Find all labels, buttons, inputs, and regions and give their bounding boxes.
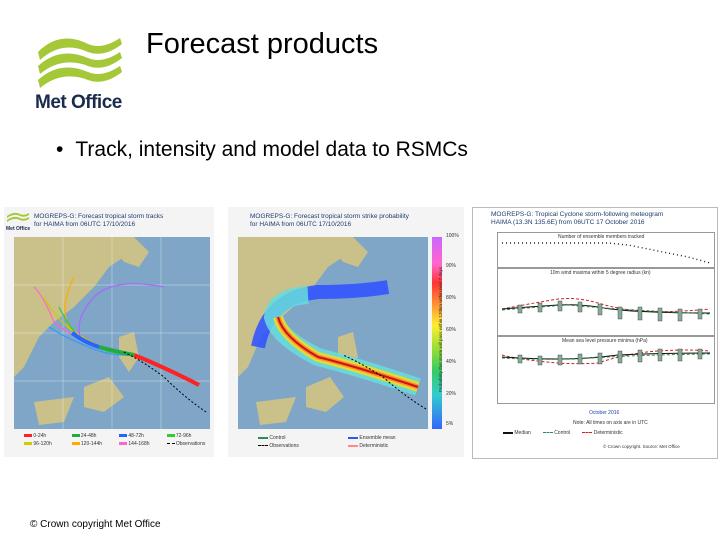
colorbar-label: Probability that storm will pass within … — [438, 266, 444, 393]
pressure-panel: Mean sea level pressure minima (hPa) — [497, 336, 715, 404]
members-dots-svg — [502, 242, 711, 264]
wind-plot-svg — [501, 298, 711, 322]
legend-item: Median — [503, 430, 531, 436]
pressure-plot-svg — [501, 348, 711, 366]
tracks-figure: Met Office MOGREPS-G: Forecast tropical … — [4, 207, 214, 457]
tracks-logo-text: Met Office — [6, 226, 31, 232]
bullet-item: • Track, intensity and model data to RSMC… — [56, 138, 468, 162]
meteogram-copyright: © Crown copyright. Source: Met Office — [603, 444, 680, 449]
legend-item: Observations — [258, 443, 348, 449]
meteogram-legend: Median Control Deterministic — [503, 430, 713, 436]
colorbar-tick: 20% — [446, 391, 457, 397]
wind-panel: 10m wind maxima within 5 degree radius (… — [497, 268, 715, 336]
legend-item: Control — [542, 430, 570, 436]
legend-item: Deterministic — [582, 430, 623, 436]
legend-item: Control — [258, 435, 348, 441]
pressure-panel-label: Mean sea level pressure minima (hPa) — [562, 338, 648, 344]
tracks-title: MOGREPS-G: Forecast tropical storm track… — [34, 213, 164, 228]
tracks-map — [14, 237, 210, 429]
colorbar-tick: 60% — [446, 327, 457, 333]
colorbar-tick: 40% — [446, 359, 457, 365]
met-office-logo-icon — [38, 38, 122, 88]
colorbar-tick: 90% — [446, 263, 457, 269]
meteogram-note: Note: All times on axis are in UTC — [573, 420, 648, 426]
meteogram-title: MOGREPS-G: Tropical Cyclone storm-follow… — [491, 211, 664, 226]
colorbar-tick: 80% — [446, 295, 457, 301]
legend-item: 72-96h — [166, 433, 215, 439]
legend-item: 48-72h — [119, 433, 167, 439]
strike-figure: MOGREPS-G: Forecast tropical storm strik… — [228, 207, 464, 457]
strike-legend: Control Ensemble mean Observations Deter… — [258, 435, 438, 449]
legend-item: 96-120h — [24, 441, 72, 447]
legend-item: Ensemble mean — [348, 435, 438, 441]
footer-copyright: © Crown copyright Met Office — [30, 519, 161, 530]
strike-colorbar — [432, 237, 442, 429]
logo-text: Met Office — [35, 92, 122, 113]
legend-item: Observations — [166, 441, 215, 447]
legend-item: 24-48h — [71, 433, 120, 439]
strike-map — [238, 237, 428, 429]
meteogram-figure: MOGREPS-G: Tropical Cyclone storm-follow… — [472, 207, 718, 459]
members-panel-label: Number of ensemble members tracked — [558, 234, 645, 240]
strike-title: MOGREPS-G: Forecast tropical storm strik… — [250, 213, 409, 228]
tracks-legend: 0-24h 24-48h 48-72h 72-96h 96-120h 120-1… — [24, 433, 214, 447]
tracks-logo-icon — [7, 212, 29, 222]
colorbar-tick: 5% — [446, 421, 454, 427]
meteogram-xlabel: October 2016 — [589, 410, 620, 416]
wind-panel-label: 10m wind maxima within 5 degree radius (… — [550, 270, 651, 276]
legend-item: 144-168h — [119, 441, 167, 447]
legend-item: 0-24h — [24, 433, 72, 439]
colorbar-tick: 100% — [446, 233, 459, 239]
bullet-dot-icon: • — [56, 138, 64, 161]
legend-item: 120-144h — [71, 441, 120, 447]
bullet-text: Track, intensity and model data to RSMCs — [75, 138, 468, 161]
slide-title: Forecast products — [146, 28, 379, 60]
strike-map-svg — [238, 237, 427, 425]
members-panel: Number of ensemble members tracked — [497, 232, 715, 268]
tracks-map-svg — [14, 237, 210, 429]
legend-item: Deterministic — [348, 443, 438, 449]
